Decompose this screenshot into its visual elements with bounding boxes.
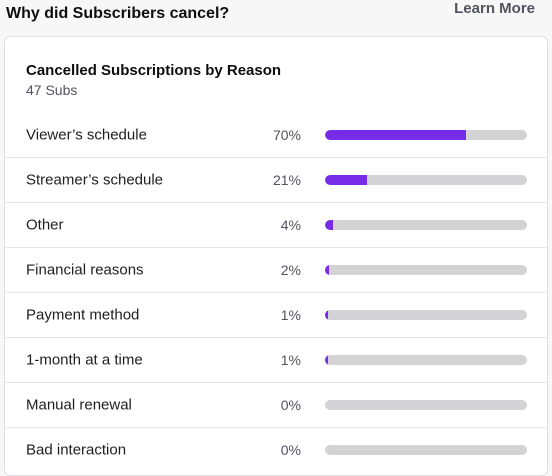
reason-row: Streamer’s schedule 21%: [5, 157, 547, 202]
reason-percent: 70%: [272, 126, 301, 143]
reason-bar-track: [325, 220, 527, 230]
reason-bar-fill: [325, 220, 334, 230]
reason-label: Financial reasons: [26, 261, 144, 279]
reason-percent: 2%: [280, 262, 301, 278]
reason-bar-track: [325, 129, 527, 140]
reason-bar-fill: [325, 129, 467, 140]
reason-bar-fill: [325, 175, 368, 185]
reason-percent: 4%: [280, 217, 301, 233]
reason-label: Payment method: [26, 306, 140, 324]
reason-percent: 0%: [280, 442, 301, 458]
reason-label: Viewer’s schedule: [26, 126, 147, 143]
reason-label: 1-month at a time: [26, 351, 143, 369]
reason-bar-track: [325, 445, 527, 455]
reason-row: Financial reasons 2%: [5, 247, 547, 292]
card-title: Cancelled Subscriptions by Reason: [26, 62, 282, 79]
reason-row: 1-month at a time 1%: [5, 337, 547, 382]
reason-bar-track: [325, 175, 527, 185]
reason-label: Bad interaction: [26, 441, 127, 459]
reason-percent: 0%: [280, 397, 301, 413]
reason-list: Viewer’s schedule 70% Streamer’s schedul…: [5, 112, 547, 472]
learn-more-link[interactable]: Learn More: [454, 0, 535, 17]
reason-percent: 1%: [280, 352, 301, 368]
reason-bar-track: [325, 310, 527, 320]
subs-count: 47 Subs: [26, 82, 78, 98]
reason-label: Streamer’s schedule: [26, 171, 164, 189]
reason-label: Other: [26, 216, 64, 234]
reason-percent: 1%: [280, 307, 301, 323]
reason-bar-fill: [325, 310, 329, 320]
reason-bar-track: [325, 355, 527, 365]
reason-bar-track: [325, 400, 527, 410]
reason-bar-fill: [325, 265, 330, 275]
reason-row: Other 4%: [5, 202, 547, 247]
reason-bar-fill: [325, 355, 329, 365]
reason-row: Payment method 1%: [5, 292, 547, 337]
reason-row: Manual renewal 0%: [5, 382, 547, 427]
cancel-reasons-card: Cancelled Subscriptions by Reason 47 Sub…: [4, 36, 548, 476]
reason-row: Bad interaction 0%: [5, 427, 547, 472]
reason-percent: 21%: [272, 172, 301, 188]
page-title: Why did Subscribers cancel?: [6, 5, 230, 22]
reason-bar-track: [325, 265, 527, 275]
reason-label: Manual renewal: [26, 396, 132, 414]
reason-row: Viewer’s schedule 70%: [5, 112, 547, 157]
